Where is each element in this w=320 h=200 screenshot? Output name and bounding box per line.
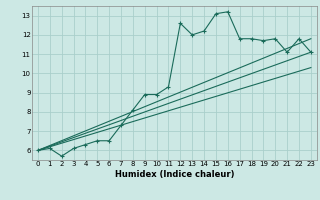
X-axis label: Humidex (Indice chaleur): Humidex (Indice chaleur) (115, 170, 234, 179)
